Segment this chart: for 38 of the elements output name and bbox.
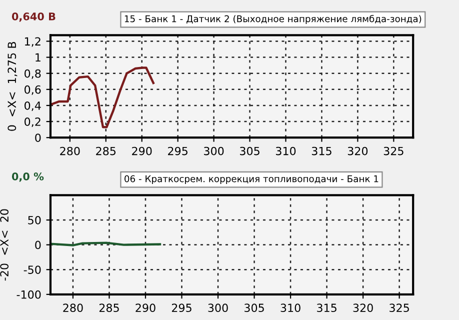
x-tick-label: 315 — [312, 146, 332, 156]
x-tick-label: 285 — [99, 304, 119, 312]
x-tick-label: 285 — [96, 146, 116, 156]
y-tick-label: 0,6 — [24, 85, 41, 95]
y-tick-label: 50 — [28, 216, 41, 224]
x-tick-label: 305 — [244, 304, 264, 312]
x-tick-label: 310 — [280, 304, 300, 312]
x-tick-label: 325 — [384, 146, 404, 156]
x-tick-label: 295 — [172, 304, 192, 312]
x-tick-label: 280 — [60, 146, 80, 156]
text: 0,0 % — [12, 172, 44, 182]
x-tick-label: 295 — [168, 146, 188, 156]
x-tick-label: 310 — [276, 146, 296, 156]
y-tick-label: 0 — [35, 134, 41, 142]
y-tick-label: 0,2 — [24, 118, 40, 128]
x-tick-label: 315 — [317, 304, 336, 312]
x-tick-label: 320 — [353, 304, 373, 312]
y-tick-label: 0,8 — [24, 69, 41, 79]
y-tick-label: -100 — [16, 290, 41, 299]
line-series — [50, 66, 154, 128]
text: 0,640 В — [12, 12, 56, 22]
y-axis-title: 0 <X< 1,275 В — [8, 42, 18, 131]
x-tick-label: 280 — [63, 304, 83, 312]
y-tick-label: 1,2 — [25, 37, 40, 47]
y-axis-title: -20 <X< 20 — [0, 209, 9, 281]
x-tick-label: 290 — [132, 146, 152, 156]
y-tick-label: 0,4 — [24, 101, 41, 111]
x-tick-label: 300 — [204, 146, 224, 156]
chart-title: 06 - Краткосрем. коррекция топливоподачи - Банк 1 — [124, 175, 378, 184]
x-tick-label: 290 — [136, 304, 156, 312]
y-tick-label: 0 — [35, 240, 41, 250]
chart-title: 15 - Банк 1 - Датчик 2 (Выходное напряжение лямбда-зонда) — [124, 14, 422, 24]
x-tick-label: 325 — [390, 304, 409, 312]
x-tick-label: 305 — [240, 146, 260, 156]
y-tick-label: -50 — [24, 266, 41, 274]
x-tick-label: 320 — [348, 146, 368, 156]
y-tick-label: 1 — [36, 53, 40, 62]
x-tick-label: 300 — [208, 304, 228, 312]
